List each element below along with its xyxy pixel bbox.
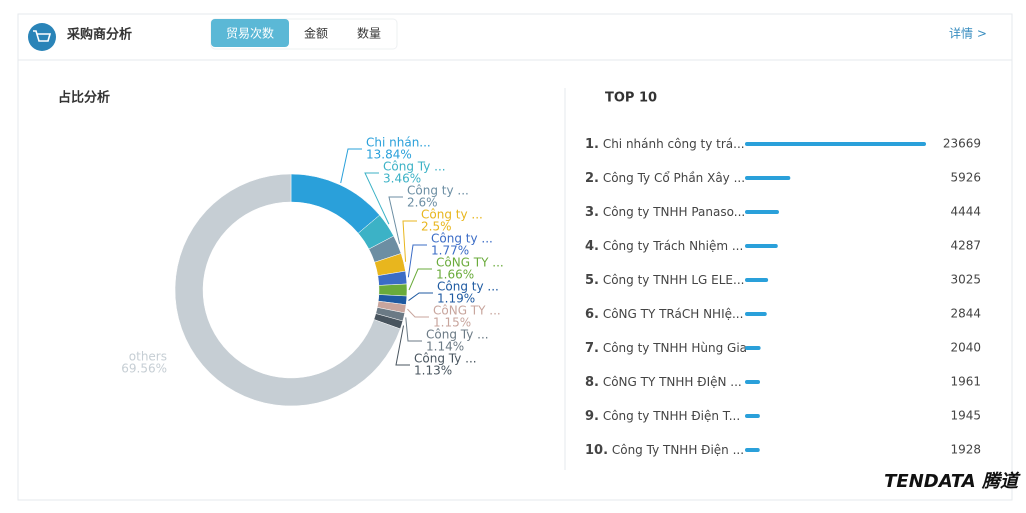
rank: 9. [585,409,599,424]
bar-value: 5926 [950,171,981,185]
rank: 4. [585,239,599,254]
leader-line [340,148,362,184]
bar [745,346,761,350]
rank: 1. [585,137,599,152]
row-label: 6. CôNG TY TRáCH NHIệ... [585,307,743,322]
rank: 2. [585,171,599,186]
bar-value: 2844 [950,307,981,321]
bar [745,312,767,316]
bar-value: 4287 [950,239,981,253]
bar-value: 3025 [950,273,981,287]
watermark: TENDATA 腾道 [884,471,1021,492]
slice-name: Công ty ... [421,208,483,222]
slice-name: Công ty ... [431,232,493,246]
bar [745,142,926,146]
company-name: Chi nhánh công ty trá... [603,137,745,151]
bar [745,176,791,180]
slice-percent: 1.77% [431,244,469,258]
leader-line [402,220,417,262]
company-name: Công ty TNHH Hùng Gia [603,341,747,355]
bar-value: 1961 [950,375,981,389]
company-name: Công ty TNHH LG ELE... [603,273,745,287]
row-label: 1. Chi nhánh công ty trá... [585,137,745,152]
slice-name: CôNG TY ... [433,304,501,318]
detail-link[interactable]: 详情 > [949,26,987,41]
row-label: 7. Công ty TNHH Hùng Gia [585,341,747,356]
bar [745,448,760,452]
bar [745,278,769,282]
company-name: Công ty Trách Nhiệm ... [603,239,744,253]
slice-name: others [129,350,167,364]
slice-percent: 1.15% [433,316,471,330]
company-name: CôNG TY TRáCH NHIệ... [603,307,744,321]
tab[interactable]: 数量 [357,26,381,41]
leader-line [408,268,432,291]
bar-value: 23669 [943,137,981,151]
slice-name: CôNG TY ... [436,256,504,270]
slice-name: Chi nhán... [366,136,431,150]
row-label: 2. Công Ty Cổ Phần Xây ... [585,171,745,186]
header-title: 采购商分析 [66,27,132,43]
slice-percent: 2.5% [421,220,452,234]
slice-percent: 1.66% [436,268,474,282]
bar [745,210,779,214]
company-name: Công Ty TNHH Điện ... [612,443,744,457]
row-label: 5. Công ty TNHH LG ELE... [585,273,744,288]
leader-line [405,317,422,342]
company-name: Công ty TNHH Điện T... [603,409,740,423]
bar-value: 1945 [950,409,981,423]
row-label: 10. Công Ty TNHH Điện ... [585,443,744,458]
bar-value: 4444 [950,205,981,219]
tab[interactable]: 金额 [304,26,328,41]
panel [17,59,1013,501]
company-name: Công ty TNHH Panaso... [603,205,745,219]
row-label: 4. Công ty Trách Nhiệm ... [585,239,743,254]
leader-line [407,244,427,278]
slice-name: Công ty ... [407,184,469,198]
bar [745,380,760,384]
slice-name: Công Ty ... [426,328,489,342]
slice-percent: 1.19% [437,292,475,306]
slice-percent: 13.84% [366,148,412,162]
cart-icon [33,30,52,42]
rank: 8. [585,375,599,390]
pie-title: 占比分析 [58,90,110,106]
header-icon [28,23,56,51]
company-name: CôNG TY TNHH ĐIệN ... [603,375,742,389]
company-name: Công Ty Cổ Phần Xây ... [603,171,745,185]
pie-slice [174,173,401,407]
rank: 7. [585,341,599,356]
slice-percent: 3.46% [383,172,421,186]
slice-percent: 1.13% [414,364,452,378]
row-label: 3. Công ty TNHH Panaso... [585,205,745,220]
slice-name: Công Ty ... [383,160,446,174]
bar [745,244,778,248]
rank: 5. [585,273,599,288]
rank: 10. [585,443,608,458]
slice-percent: 2.6% [407,196,438,210]
slice-percent: 1.14% [426,340,464,354]
leader-line [407,308,429,318]
top-title: TOP 10 [605,91,657,106]
pie-slice [290,173,380,234]
bar-value: 2040 [950,341,981,355]
leader-line [364,172,390,225]
leader-line [408,292,433,301]
slice-percent: 69.56% [121,362,167,376]
slice-name: Công ty ... [437,280,499,294]
bar-value: 1928 [950,443,981,457]
slice-name: Công Ty ... [414,352,477,366]
tab[interactable]: 贸易次数 [226,26,274,41]
leader-line [388,196,403,244]
bar [745,414,760,418]
tab-active-bg[interactable] [211,19,289,47]
rank: 3. [585,205,599,220]
row-label: 8. CôNG TY TNHH ĐIệN ... [585,375,742,390]
rank: 6. [585,307,599,322]
row-label: 9. Công ty TNHH Điện T... [585,409,740,424]
header-bar [17,13,1013,61]
pie-slice [378,283,408,297]
leader-line [395,325,410,366]
